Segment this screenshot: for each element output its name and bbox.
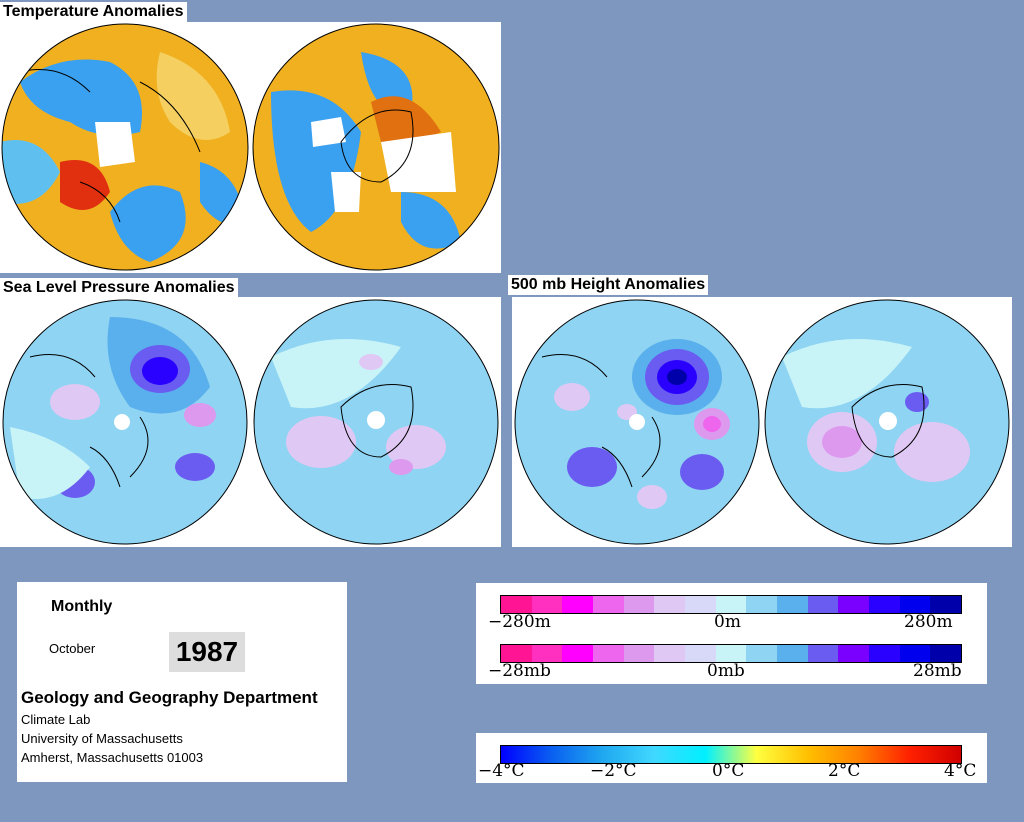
height-swatch bbox=[869, 596, 900, 613]
temperature-title: Temperature Anomalies bbox=[0, 2, 187, 22]
pressure-swatch bbox=[501, 645, 532, 662]
pressure-swatch bbox=[623, 645, 655, 662]
height-swatch bbox=[899, 596, 931, 613]
height-swatch bbox=[930, 596, 962, 613]
pressure-high-label: 28mb bbox=[913, 661, 962, 681]
height-sh-globe bbox=[764, 299, 1010, 545]
pressure-low-label: −28mb bbox=[488, 661, 551, 681]
pressure-mid-label: 0mb bbox=[707, 661, 745, 681]
slp-panel bbox=[0, 297, 501, 547]
height-high-label: 280m bbox=[904, 612, 953, 632]
height-swatch bbox=[654, 596, 686, 613]
pressure-swatch bbox=[562, 645, 594, 662]
temperature-nh-globe bbox=[1, 23, 249, 271]
height-nh-globe bbox=[514, 299, 760, 545]
height-swatch bbox=[531, 596, 563, 613]
pressure-swatch bbox=[807, 645, 839, 662]
pressure-swatch bbox=[869, 645, 900, 662]
temperature-colorbar bbox=[500, 745, 962, 764]
pressure-colorbar bbox=[500, 644, 962, 663]
temp-tick-1: −2°C bbox=[590, 761, 637, 781]
height-swatch bbox=[807, 596, 839, 613]
slp-nh-globe bbox=[2, 299, 248, 545]
height-swatch bbox=[501, 596, 532, 613]
temp-tick-3: 2°C bbox=[828, 761, 861, 781]
year-label: 1987 bbox=[169, 632, 245, 672]
anomaly-legend: −280m 0m 280m −28mb 0mb 28mb bbox=[476, 583, 987, 684]
height-low-label: −280m bbox=[488, 612, 551, 632]
pressure-swatch bbox=[593, 645, 624, 662]
height-panel bbox=[512, 297, 1012, 547]
address-label: Amherst, Massachusetts 01003 bbox=[21, 750, 204, 765]
pressure-swatch bbox=[654, 645, 686, 662]
pressure-swatch bbox=[777, 645, 808, 662]
height-swatch bbox=[746, 596, 778, 613]
height-swatch bbox=[685, 596, 716, 613]
pressure-swatch bbox=[838, 645, 870, 662]
height-swatch bbox=[777, 596, 808, 613]
slp-sh-globe bbox=[253, 299, 499, 545]
height-swatch bbox=[623, 596, 655, 613]
height-swatch bbox=[715, 596, 747, 613]
pressure-swatch bbox=[715, 645, 747, 662]
height-swatch bbox=[593, 596, 624, 613]
height-swatch bbox=[838, 596, 870, 613]
pressure-swatch bbox=[685, 645, 716, 662]
pressure-swatch bbox=[899, 645, 931, 662]
pressure-swatch bbox=[930, 645, 962, 662]
lab-label: Climate Lab bbox=[21, 712, 91, 727]
temp-tick-0: −4°C bbox=[478, 761, 525, 781]
temp-tick-4: 4°C bbox=[944, 761, 977, 781]
height-colorbar bbox=[500, 595, 962, 614]
temperature-legend: −4°C −2°C 0°C 2°C 4°C bbox=[476, 733, 987, 783]
temperature-panel bbox=[0, 22, 501, 273]
height-swatch bbox=[562, 596, 594, 613]
height-mid-label: 0m bbox=[714, 612, 741, 632]
department-label: Geology and Geography Department bbox=[21, 688, 318, 707]
month-label: October bbox=[49, 641, 96, 656]
temp-tick-2: 0°C bbox=[712, 761, 745, 781]
slp-title: Sea Level Pressure Anomalies bbox=[0, 278, 238, 298]
pressure-swatch bbox=[746, 645, 778, 662]
height-title: 500 mb Height Anomalies bbox=[508, 275, 709, 295]
temperature-sh-globe bbox=[252, 23, 500, 271]
university-label: University of Massachusetts bbox=[21, 731, 183, 746]
pressure-swatch bbox=[531, 645, 563, 662]
period-label: Monthly bbox=[51, 598, 113, 615]
info-box: Monthly October 1987 Geology and Geograp… bbox=[17, 582, 347, 782]
